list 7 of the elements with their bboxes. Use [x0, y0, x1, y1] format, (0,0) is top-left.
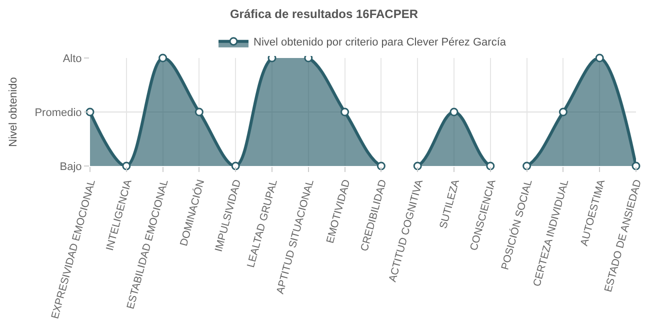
category-label: Bajo — [60, 160, 82, 173]
legend-label: Nivel obtenido por criterio para Clever Pérez García — [254, 36, 507, 49]
category-label: Promedio — [34, 106, 82, 119]
category-label: Alto — [62, 52, 82, 65]
x-tick-label: LEALTAD GRUPAL — [244, 178, 280, 269]
y-axis-title: Nivel obtenido — [7, 77, 20, 147]
chart-title: Gráfica de resultados 16FACPER — [230, 7, 418, 22]
